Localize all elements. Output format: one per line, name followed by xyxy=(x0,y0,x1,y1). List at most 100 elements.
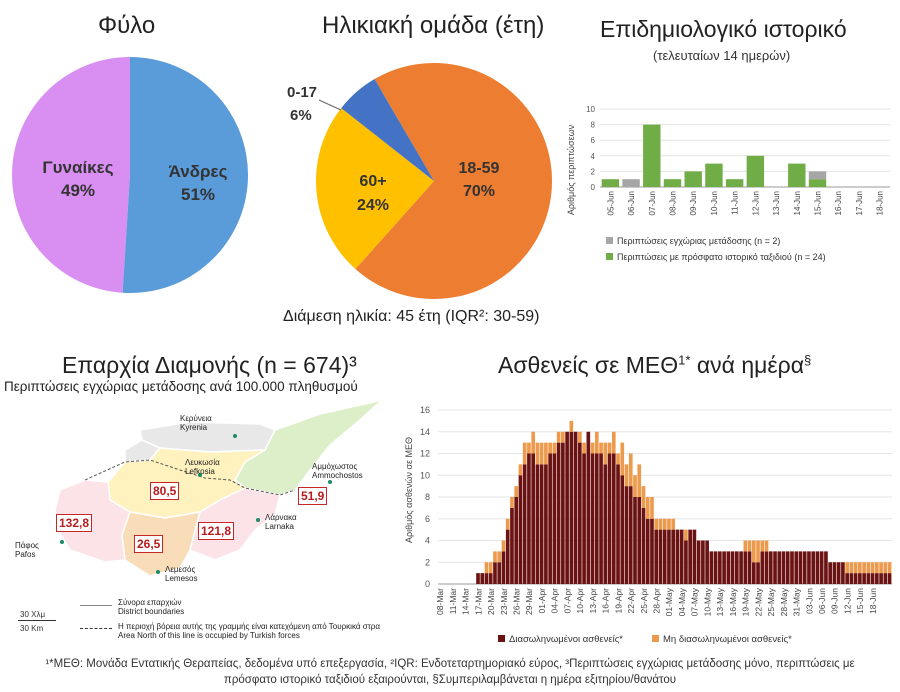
icu-bar-nonintub xyxy=(603,442,608,465)
icu-xtick: 29-Mar xyxy=(524,588,534,615)
legend-swatch-local xyxy=(606,237,613,244)
city-label-paphos: Πάφος Pafos xyxy=(15,541,39,559)
icu-bar-nonintub xyxy=(887,562,892,574)
icu-bar-nonintub xyxy=(645,497,650,519)
icu-bar-intub xyxy=(735,551,739,584)
epi-xtick: 09-Jun xyxy=(689,191,698,215)
icu-bar-intub xyxy=(819,551,824,584)
icu-bar-nonintub xyxy=(569,420,574,432)
icu-bar-intub xyxy=(514,497,519,584)
icu-bar-nonintub xyxy=(751,540,756,563)
icu-bar-intub xyxy=(684,540,688,584)
icu-bar-intub xyxy=(675,529,680,584)
icu-xtick: 19-May xyxy=(741,587,751,616)
city-dot-famagusta xyxy=(328,480,332,484)
epi-ytick: 10 xyxy=(586,105,595,114)
epi-xtick: 05-Jun xyxy=(606,191,615,215)
icu-bar-intub xyxy=(539,464,544,584)
age-18-59-label: 18-59 xyxy=(459,160,500,177)
city-label-nicosia: Λευκωσία Lefkosia xyxy=(185,458,220,476)
icu-bar-nonintub xyxy=(531,431,535,454)
icu-bar-intub xyxy=(768,551,773,584)
green-line xyxy=(84,459,296,496)
epi-bar-local xyxy=(622,179,640,187)
icu-bar-intub xyxy=(607,453,612,584)
city-dot-paphos xyxy=(60,540,64,544)
age-0-17-label: 0-17 xyxy=(287,84,317,101)
icu-bar-nonintub xyxy=(875,562,879,574)
icu-bar-nonintub xyxy=(671,518,676,530)
footnote-line-2: πρόσφατο ιστορικό ταξιδιού εξαιρούνται, … xyxy=(223,674,677,686)
icu-xtick: 25-May xyxy=(766,587,776,616)
epi-bar-travel xyxy=(746,155,765,187)
icu-bar-nonintub xyxy=(858,562,862,574)
age-60-pct: 24% xyxy=(357,197,389,214)
icu-bar-intub xyxy=(497,562,502,584)
icu-ytick: 0 xyxy=(425,579,430,589)
icu-bar-nonintub xyxy=(590,442,595,454)
icu-xtick: 16-Apr xyxy=(601,588,611,614)
icu-xtick: 10-Apr xyxy=(575,588,585,614)
footnote-line-1: ¹*ΜΕΘ: Μονάδα Εντατικής Θεραπείας, δεδομ… xyxy=(45,658,855,670)
icu-bar-intub xyxy=(582,453,586,584)
epi-xtick: 18-Jun xyxy=(876,191,885,215)
icu-bar-intub xyxy=(658,529,663,584)
icu-bar-intub xyxy=(713,551,718,584)
epi-legend-local: Περιπτώσεις εγχώριας μετάδοσης (n = 2) xyxy=(606,236,780,246)
pie-slice-women xyxy=(12,57,130,293)
icu-ytick: 6 xyxy=(425,514,430,524)
men-pct: 51% xyxy=(181,185,215,204)
icu-bar-intub xyxy=(488,573,493,584)
icu-legend-nonintub: Μη διασωληνωμένοι ασθενείς* xyxy=(652,634,792,645)
icu-bar-intub xyxy=(747,551,752,584)
icu-bar-intub xyxy=(501,551,506,584)
icu-bar-intub xyxy=(493,562,497,584)
city-dot-limassol xyxy=(156,570,160,574)
icu-xtick: 17-Mar xyxy=(473,588,483,615)
icu-bar-intub xyxy=(760,551,765,584)
icu-bar-nonintub xyxy=(620,442,625,476)
icu-bar-intub xyxy=(739,551,743,584)
city-dot-kyrenia xyxy=(233,434,237,438)
icu-legend-intub-text: Διασωληνωμένοι ασθενείς* xyxy=(509,634,623,645)
icu-xtick: 20-Mar xyxy=(486,588,496,615)
men-label: Άνδρες xyxy=(169,162,228,181)
icu-bar-intub xyxy=(633,497,637,584)
icu-bar-intub xyxy=(841,562,845,584)
icu-bar-intub xyxy=(620,475,625,584)
women-label: Γυναίκες xyxy=(42,158,113,177)
icu-bar-nonintub xyxy=(633,475,637,497)
icu-bar-nonintub xyxy=(684,529,688,541)
icu-bar-intub xyxy=(671,529,676,584)
icu-bar-intub xyxy=(535,464,540,584)
icu-bar-nonintub xyxy=(493,551,497,563)
icu-bar-nonintub xyxy=(879,562,883,574)
icu-bar-nonintub xyxy=(616,453,620,465)
icu-bar-intub xyxy=(836,562,841,584)
icu-bar-nonintub xyxy=(624,464,629,487)
map-title: Επαρχία Διαμονής (n = 674)³ xyxy=(62,352,357,378)
sex-pie: Γυναίκες 49% Άνδρες 51% xyxy=(12,57,249,293)
icu-xtick: 01-Apr xyxy=(537,588,547,614)
icu-bar-intub xyxy=(802,551,807,584)
legend-swatch-nonintub xyxy=(652,635,659,642)
icu-bar-nonintub xyxy=(552,442,557,454)
icu-bar-intub xyxy=(709,551,714,584)
icu-bar-nonintub xyxy=(544,442,548,465)
legend-swatch-intub xyxy=(498,635,505,642)
icu-bar-intub xyxy=(764,551,769,584)
pie-slice-60-plus xyxy=(316,108,434,270)
icu-bar-intub xyxy=(751,562,756,584)
icu-bar-nonintub xyxy=(870,562,875,574)
icu-title: Ασθενείς σε ΜΕΘ1* ανά ημέρα§ xyxy=(498,352,812,378)
epi-bar-travel xyxy=(808,179,827,187)
icu-bar-intub xyxy=(705,540,709,584)
icu-bar-nonintub xyxy=(607,442,612,454)
icu-xtick: 12-Jun xyxy=(842,588,852,614)
icu-ytick: 10 xyxy=(420,470,430,480)
icu-bar-nonintub xyxy=(866,562,871,574)
icu-xtick: 09-Jun xyxy=(830,588,840,614)
icu-bar-nonintub xyxy=(658,518,663,530)
icu-bar-intub xyxy=(611,453,616,584)
icu-bar-intub xyxy=(785,551,790,584)
